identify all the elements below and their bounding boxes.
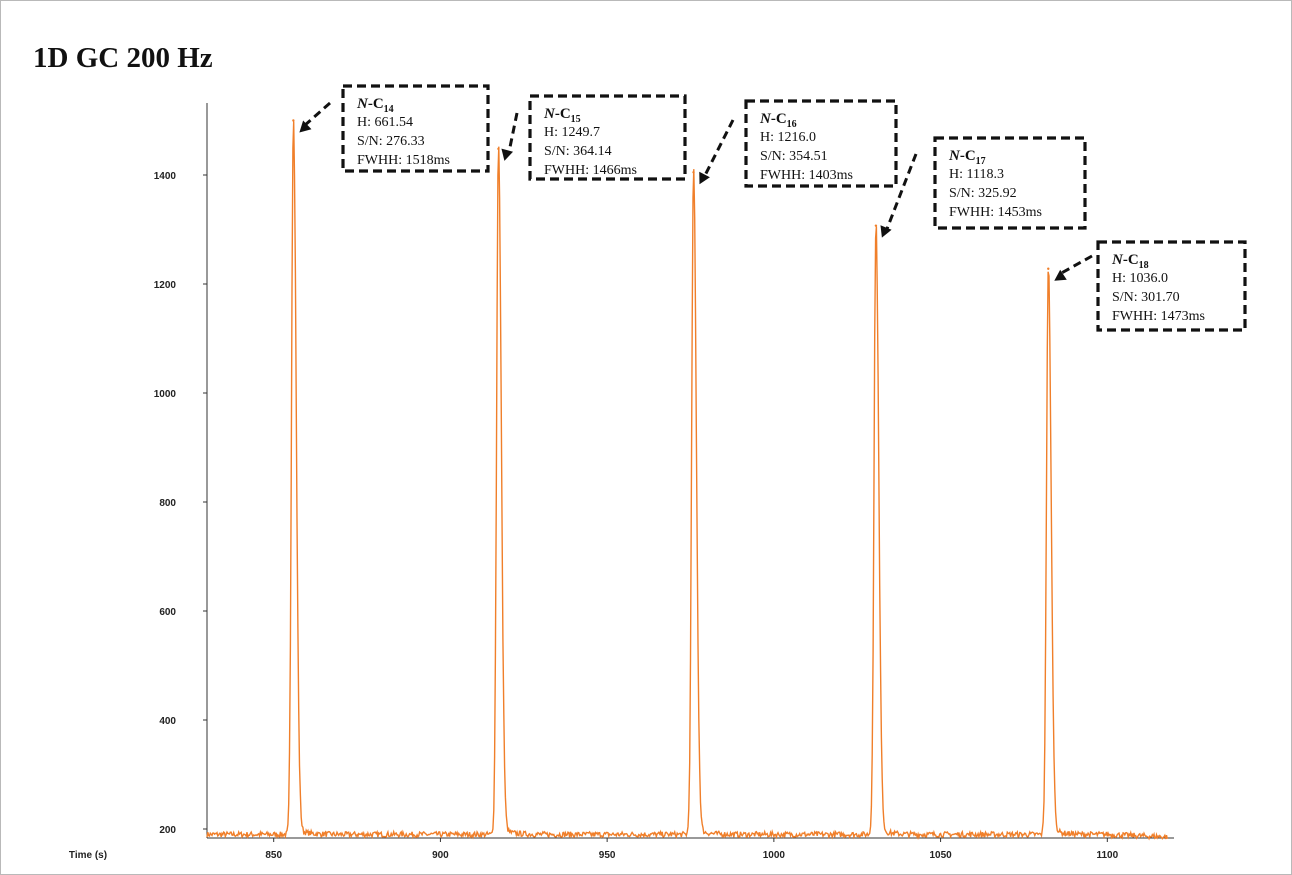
arrow-head	[1054, 269, 1067, 281]
peak-point	[497, 147, 500, 151]
sn-value: S/N: 364.14	[544, 144, 612, 159]
annotation-box	[341, 84, 490, 173]
annotation-arrow	[884, 153, 918, 233]
y-tick-label: 200	[159, 825, 176, 836]
height-value: H: 1249.7	[544, 125, 600, 140]
arrow-head	[501, 148, 514, 161]
height-value: H: 1036.0	[1112, 271, 1168, 286]
annotation-arrow	[302, 101, 331, 128]
y-tick-label: 800	[159, 498, 176, 509]
height-value: H: 1118.3	[949, 167, 1004, 182]
annotation-box	[528, 94, 687, 181]
sn-value: S/N: 354.51	[760, 149, 828, 164]
x-axis-label: Time (s)	[69, 850, 107, 861]
series-line	[206, 121, 1168, 841]
annotation-arrow	[702, 119, 735, 179]
peak-point	[292, 119, 295, 122]
peak-point	[692, 171, 695, 174]
x-tick-label: 950	[599, 850, 616, 861]
annotation-box	[1096, 240, 1247, 332]
y-tick-label: 400	[159, 716, 176, 727]
peak-point	[874, 224, 878, 227]
sn-value: S/N: 325.92	[949, 186, 1017, 201]
y-tick-label: 1400	[154, 171, 177, 182]
compound-label: N-C14	[356, 96, 394, 115]
x-tick-label: 900	[432, 850, 449, 861]
annotation-arrow	[506, 112, 519, 156]
arrow-head	[299, 120, 312, 133]
peak-markers	[292, 119, 1050, 270]
height-value: H: 661.54	[357, 115, 413, 130]
sn-value: S/N: 301.70	[1112, 290, 1180, 305]
annotation-box	[744, 99, 898, 188]
tick-labels: 200 400 600 800 1000 1200 1400 850 900 950 1000 105…	[69, 171, 1119, 861]
x-tick-label: 1050	[929, 850, 952, 861]
x-tick-label: 1000	[763, 850, 786, 861]
compound-label: N-C17	[948, 148, 986, 167]
annotation-arrow	[1057, 254, 1093, 277]
peak-point	[1047, 267, 1050, 270]
compound-label: N-C18	[1111, 252, 1149, 271]
compound-label: N-C16	[759, 111, 797, 130]
y-tick-label: 600	[159, 607, 176, 618]
compound-label: N-C15	[543, 106, 581, 125]
fwhh-value: FWHH: 1473ms	[1112, 309, 1205, 324]
sn-value: S/N: 276.33	[357, 134, 425, 149]
annotation-box	[933, 136, 1087, 230]
arrow-head	[699, 171, 710, 185]
height-value: H: 1216.0	[760, 130, 816, 145]
y-tick-label: 1000	[154, 389, 177, 400]
fwhh-value: FWHH: 1453ms	[949, 205, 1042, 220]
fwhh-value: FWHH: 1466ms	[544, 163, 637, 178]
y-tick-label: 1200	[154, 280, 177, 291]
x-tick-label: 850	[265, 850, 282, 861]
fwhh-value: FWHH: 1518ms	[357, 153, 450, 168]
arrow-head	[880, 225, 892, 238]
chart-title: 1D GC 200 Hz	[33, 42, 213, 74]
fwhh-value: FWHH: 1403ms	[760, 168, 853, 183]
x-tick-label: 1100	[1096, 850, 1118, 861]
